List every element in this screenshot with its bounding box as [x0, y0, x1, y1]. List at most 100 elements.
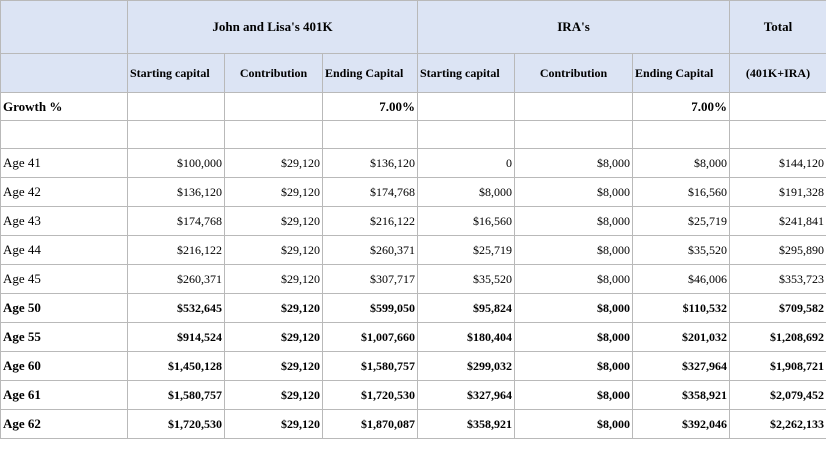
table-row: Age 45 $260,371 $29,120 $307,717 $35,520 $8,0… [0, 264, 826, 294]
k401-starting-capital: $914,524 [127, 322, 225, 352]
k401-ending-capital: $260,371 [322, 235, 418, 265]
header-ira-starting-capital: Starting capital [417, 53, 515, 93]
age-cell: Age 50 [0, 293, 128, 323]
empty-cell [127, 120, 225, 149]
k401-ending-capital: $216,122 [322, 206, 418, 236]
ira-ending-capital: $46,006 [631, 264, 731, 294]
empty-cell [417, 92, 515, 121]
k401-starting-capital: $136,120 [127, 177, 225, 207]
age-cell: Age 41 [0, 148, 128, 178]
header-total-sub: (401K+IRA) [729, 53, 826, 93]
table-row: Age 62 $1,720,530 $29,120 $1,870,087 $358,92… [0, 409, 826, 439]
growth-row: Growth % 7.00% 7.00% [0, 92, 826, 121]
table-row: Age 44 $216,122 $29,120 $260,371 $25,719 $8,0… [0, 235, 826, 265]
ira-contribution: $8,000 [514, 293, 633, 323]
ira-starting-capital: $8,000 [417, 177, 515, 207]
total-value: $241,841 [729, 206, 826, 236]
ira-starting-capital: $35,520 [417, 264, 515, 294]
k401-contribution: $29,120 [224, 148, 323, 178]
k401-contribution: $29,120 [224, 264, 323, 294]
retirement-table: John and Lisa's 401K IRA's Total Startin… [0, 0, 826, 439]
ira-contribution: $8,000 [514, 322, 633, 352]
table-row: Age 50 $532,645 $29,120 $599,050 $95,824 $8,0… [0, 293, 826, 323]
ira-starting-capital: $25,719 [417, 235, 515, 265]
table-row: Age 61 $1,580,757 $29,120 $1,720,530 $327,96… [0, 380, 826, 410]
table-row: Age 42 $136,120 $29,120 $174,768 $8,000 $8,00… [0, 177, 826, 207]
k401-ending-capital: $136,120 [322, 148, 418, 178]
ira-ending-capital: $35,520 [631, 235, 731, 265]
total-value: $191,328 [729, 177, 826, 207]
total-value: $295,890 [729, 235, 826, 265]
empty-cell [127, 92, 225, 121]
k401-starting-capital: $1,720,530 [127, 409, 225, 439]
ira-contribution: $8,000 [514, 235, 633, 265]
table-row: Age 60 $1,450,128 $29,120 $1,580,757 $299,03… [0, 351, 826, 381]
ira-contribution: $8,000 [514, 148, 633, 178]
empty-cell [514, 120, 633, 149]
ira-ending-capital: $16,560 [631, 177, 731, 207]
ira-ending-capital: $25,719 [631, 206, 731, 236]
k401-starting-capital: $216,122 [127, 235, 225, 265]
header-401k-group: John and Lisa's 401K [127, 0, 418, 54]
age-cell: Age 45 [0, 264, 128, 294]
k401-ending-capital: $1,720,530 [322, 380, 418, 410]
total-value: $709,582 [729, 293, 826, 323]
ira-starting-capital: 0 [417, 148, 515, 178]
header-ira-group: IRA's [416, 0, 731, 54]
header-total-group: Total [729, 0, 826, 54]
empty-cell [514, 92, 633, 121]
total-value: $353,723 [729, 264, 826, 294]
age-cell: Age 62 [0, 409, 128, 439]
empty-cell [729, 120, 826, 149]
header-ira-contribution: Contribution [514, 53, 633, 93]
growth-label: Growth % [0, 92, 128, 121]
k401-ending-capital: $1,580,757 [322, 351, 418, 381]
empty-cell [417, 120, 515, 149]
ira-starting-capital: $16,560 [417, 206, 515, 236]
empty-cell [224, 120, 323, 149]
k401-contribution: $29,120 [224, 235, 323, 265]
total-value: $2,079,452 [729, 380, 826, 410]
total-value: $2,262,133 [729, 409, 826, 439]
age-cell: Age 44 [0, 235, 128, 265]
age-cell: Age 60 [0, 351, 128, 381]
k401-ending-capital: $1,870,087 [322, 409, 418, 439]
ira-contribution: $8,000 [514, 264, 633, 294]
k401-contribution: $29,120 [224, 380, 323, 410]
k401-ending-capital: $599,050 [322, 293, 418, 323]
k401-contribution: $29,120 [224, 322, 323, 352]
ira-contribution: $8,000 [514, 177, 633, 207]
empty-cell [322, 120, 418, 149]
group-header-row: John and Lisa's 401K IRA's Total [0, 0, 826, 54]
table-row: Age 41 $100,000 $29,120 $136,120 0 $8,000 $8,0… [0, 148, 826, 178]
k401-ending-capital: $174,768 [322, 177, 418, 207]
ira-contribution: $8,000 [514, 206, 633, 236]
k401-contribution: $29,120 [224, 409, 323, 439]
corner-cell [0, 0, 128, 54]
ira-ending-capital: $201,032 [631, 322, 731, 352]
empty-cell [729, 92, 826, 121]
table-row: Age 55 $914,524 $29,120 $1,007,660 $180,404 $… [0, 322, 826, 352]
k401-starting-capital: $532,645 [127, 293, 225, 323]
ira-ending-capital: $8,000 [631, 148, 731, 178]
header-401k-contribution: Contribution [224, 53, 323, 93]
ira-starting-capital: $95,824 [417, 293, 515, 323]
ira-ending-capital: $358,921 [631, 380, 731, 410]
blank-row [0, 120, 826, 149]
table-row: Age 43 $174,768 $29,120 $216,122 $16,560 $8,0… [0, 206, 826, 236]
table-body: John and Lisa's 401K IRA's Total Startin… [0, 0, 826, 439]
k401-contribution: $29,120 [224, 293, 323, 323]
k401-starting-capital: $100,000 [127, 148, 225, 178]
ira-starting-capital: $327,964 [417, 380, 515, 410]
growth-401k-rate: 7.00% [322, 92, 418, 121]
k401-starting-capital: $174,768 [127, 206, 225, 236]
ira-starting-capital: $299,032 [417, 351, 515, 381]
age-cell: Age 43 [0, 206, 128, 236]
k401-ending-capital: $1,007,660 [322, 322, 418, 352]
ira-ending-capital: $327,964 [631, 351, 731, 381]
ira-contribution: $8,000 [514, 380, 633, 410]
age-cell: Age 42 [0, 177, 128, 207]
k401-contribution: $29,120 [224, 177, 323, 207]
header-401k-ending-capital: Ending Capital [322, 53, 418, 93]
ira-contribution: $8,000 [514, 409, 633, 439]
